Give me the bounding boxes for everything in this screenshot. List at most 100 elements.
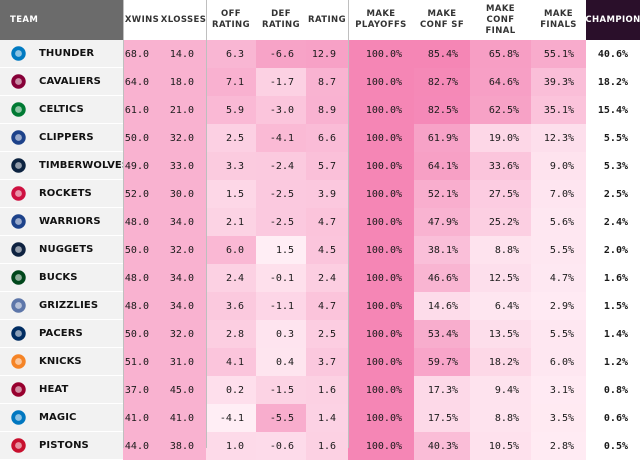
column-divider <box>123 0 124 448</box>
rating-cell: 1.4 <box>306 404 348 432</box>
team-name: CAVALIERS <box>39 76 101 87</box>
off-cell: -4.1 <box>206 404 256 432</box>
confsf-cell: 14.6% <box>414 292 470 320</box>
xlosses-cell: 34.0 <box>161 292 206 320</box>
xwins-cell: 68.0 <box>123 40 161 68</box>
conffinal-cell: 18.2% <box>470 348 531 376</box>
off-cell: 4.1 <box>206 348 256 376</box>
table-row[interactable]: THUNDER 68.0 14.0 6.3 -6.6 12.9 100.0% 85.4% 65.… <box>0 40 640 68</box>
team-name: BUCKS <box>39 272 78 283</box>
header-row: TEAM XWINS XLOSSES OFF RATING DEF RATING RATI… <box>0 0 640 40</box>
column-divider <box>348 0 349 448</box>
table-row[interactable]: ROCKETS 52.0 30.0 1.5 -2.5 3.9 100.0% 52.1% 27.5… <box>0 180 640 208</box>
cavaliers-logo <box>11 74 26 89</box>
table-row[interactable]: KNICKS 51.0 31.0 4.1 0.4 3.7 100.0% 59.7% 18.2% 6… <box>0 348 640 376</box>
xwins-cell: 44.0 <box>123 432 161 460</box>
column-header-team[interactable]: TEAM <box>0 0 123 40</box>
confsf-cell: 46.6% <box>414 264 470 292</box>
table-row[interactable]: HEAT 37.0 45.0 0.2 -1.5 1.6 100.0% 17.3% 9.4% 3.1… <box>0 376 640 404</box>
team-name: THUNDER <box>39 48 95 59</box>
column-header-rating[interactable]: RATING <box>306 0 348 40</box>
team-cell: WARRIORS <box>0 208 123 236</box>
column-header-off[interactable]: OFF RATING <box>206 0 256 40</box>
table-row[interactable]: GRIZZLIES 48.0 34.0 3.6 -1.1 4.7 100.0% 14.6% 6.… <box>0 292 640 320</box>
playoffs-cell: 100.0% <box>348 292 414 320</box>
rating-cell: 12.9 <box>306 40 348 68</box>
conffinal-cell: 64.6% <box>470 68 531 96</box>
confsf-cell: 53.4% <box>414 320 470 348</box>
off-cell: 7.1 <box>206 68 256 96</box>
def-cell: -0.1 <box>256 264 306 292</box>
rating-cell: 1.6 <box>306 376 348 404</box>
champion-cell: 2.0% <box>586 236 640 264</box>
column-header-playoffs[interactable]: MAKE PLAYOFFS <box>348 0 414 40</box>
knicks-logo <box>11 354 26 369</box>
def-cell: -0.6 <box>256 432 306 460</box>
xlosses-cell: 30.0 <box>161 180 206 208</box>
column-header-champion[interactable]: CHAMPION <box>585 0 640 40</box>
rating-cell: 4.7 <box>306 208 348 236</box>
xlosses-cell: 41.0 <box>161 404 206 432</box>
playoffs-cell: 100.0% <box>348 40 414 68</box>
xwins-cell: 50.0 <box>123 124 161 152</box>
conffinal-cell: 12.5% <box>470 264 531 292</box>
table-row[interactable]: CELTICS 61.0 21.0 5.9 -3.0 8.9 100.0% 82.5% 62.5… <box>0 96 640 124</box>
playoffs-cell: 100.0% <box>348 404 414 432</box>
xlosses-cell: 38.0 <box>161 432 206 460</box>
column-header-conffinal[interactable]: MAKE CONF FINAL <box>470 0 531 40</box>
def-cell: -6.6 <box>256 40 306 68</box>
def-cell: -4.1 <box>256 124 306 152</box>
table-row[interactable]: CLIPPERS 50.0 32.0 2.5 -4.1 6.6 100.0% 61.9% 19.… <box>0 124 640 152</box>
conffinal-cell: 33.6% <box>470 152 531 180</box>
off-cell: 1.5 <box>206 180 256 208</box>
champion-cell: 0.6% <box>586 404 640 432</box>
champion-cell: 5.5% <box>586 124 640 152</box>
table-row[interactable]: NUGGETS 50.0 32.0 6.0 1.5 4.5 100.0% 38.1% 8.8% 5… <box>0 236 640 264</box>
table-row[interactable]: WARRIORS 48.0 34.0 2.1 -2.5 4.7 100.0% 47.9% 25.… <box>0 208 640 236</box>
confsf-cell: 64.1% <box>414 152 470 180</box>
nuggets-logo <box>11 242 26 257</box>
table-row[interactable]: CAVALIERS 64.0 18.0 7.1 -1.7 8.7 100.0% 82.7% 64… <box>0 68 640 96</box>
confsf-cell: 47.9% <box>414 208 470 236</box>
column-header-finals[interactable]: MAKE FINALS <box>531 0 586 40</box>
xwins-cell: 51.0 <box>123 348 161 376</box>
table-row[interactable]: TIMBERWOLVES 49.0 33.0 3.3 -2.4 5.7 100.0% 64.1… <box>0 152 640 180</box>
def-cell: 0.4 <box>256 348 306 376</box>
team-cell: ROCKETS <box>0 180 123 208</box>
playoffs-cell: 100.0% <box>348 376 414 404</box>
off-cell: 2.8 <box>206 320 256 348</box>
xwins-cell: 50.0 <box>123 320 161 348</box>
pistons-logo <box>11 438 26 453</box>
table-row[interactable]: PISTONS 44.0 38.0 1.0 -0.6 1.6 100.0% 40.3% 10.5… <box>0 432 640 460</box>
column-header-xwins[interactable]: XWINS <box>123 0 161 40</box>
table-row[interactable]: PACERS 50.0 32.0 2.8 0.3 2.5 100.0% 53.4% 13.5% 5… <box>0 320 640 348</box>
confsf-cell: 61.9% <box>414 124 470 152</box>
column-header-confsf[interactable]: MAKE CONF SF <box>414 0 470 40</box>
column-header-def[interactable]: DEF RATING <box>256 0 306 40</box>
conffinal-cell: 6.4% <box>470 292 531 320</box>
rockets-logo <box>11 186 26 201</box>
team-cell: THUNDER <box>0 40 123 68</box>
confsf-cell: 17.3% <box>414 376 470 404</box>
finals-cell: 5.5% <box>531 236 586 264</box>
rating-cell: 4.5 <box>306 236 348 264</box>
clippers-logo <box>11 130 26 145</box>
champion-cell: 1.5% <box>586 292 640 320</box>
rating-cell: 8.9 <box>306 96 348 124</box>
column-header-xlosses[interactable]: XLOSSES <box>161 0 206 40</box>
playoffs-cell: 100.0% <box>348 264 414 292</box>
heat-logo <box>11 382 26 397</box>
team-name: PISTONS <box>39 440 89 451</box>
off-cell: 0.2 <box>206 376 256 404</box>
def-cell: -1.5 <box>256 376 306 404</box>
def-cell: -3.0 <box>256 96 306 124</box>
bucks-logo <box>11 270 26 285</box>
rating-cell: 8.7 <box>306 68 348 96</box>
table-row[interactable]: BUCKS 48.0 34.0 2.4 -0.1 2.4 100.0% 46.6% 12.5% 4… <box>0 264 640 292</box>
xlosses-cell: 32.0 <box>161 236 206 264</box>
playoffs-cell: 100.0% <box>348 320 414 348</box>
table-row[interactable]: MAGIC 41.0 41.0 -4.1 -5.5 1.4 100.0% 17.5% 8.8% 3… <box>0 404 640 432</box>
off-cell: 2.4 <box>206 264 256 292</box>
warriors-logo <box>11 214 26 229</box>
team-name: ROCKETS <box>39 188 92 199</box>
